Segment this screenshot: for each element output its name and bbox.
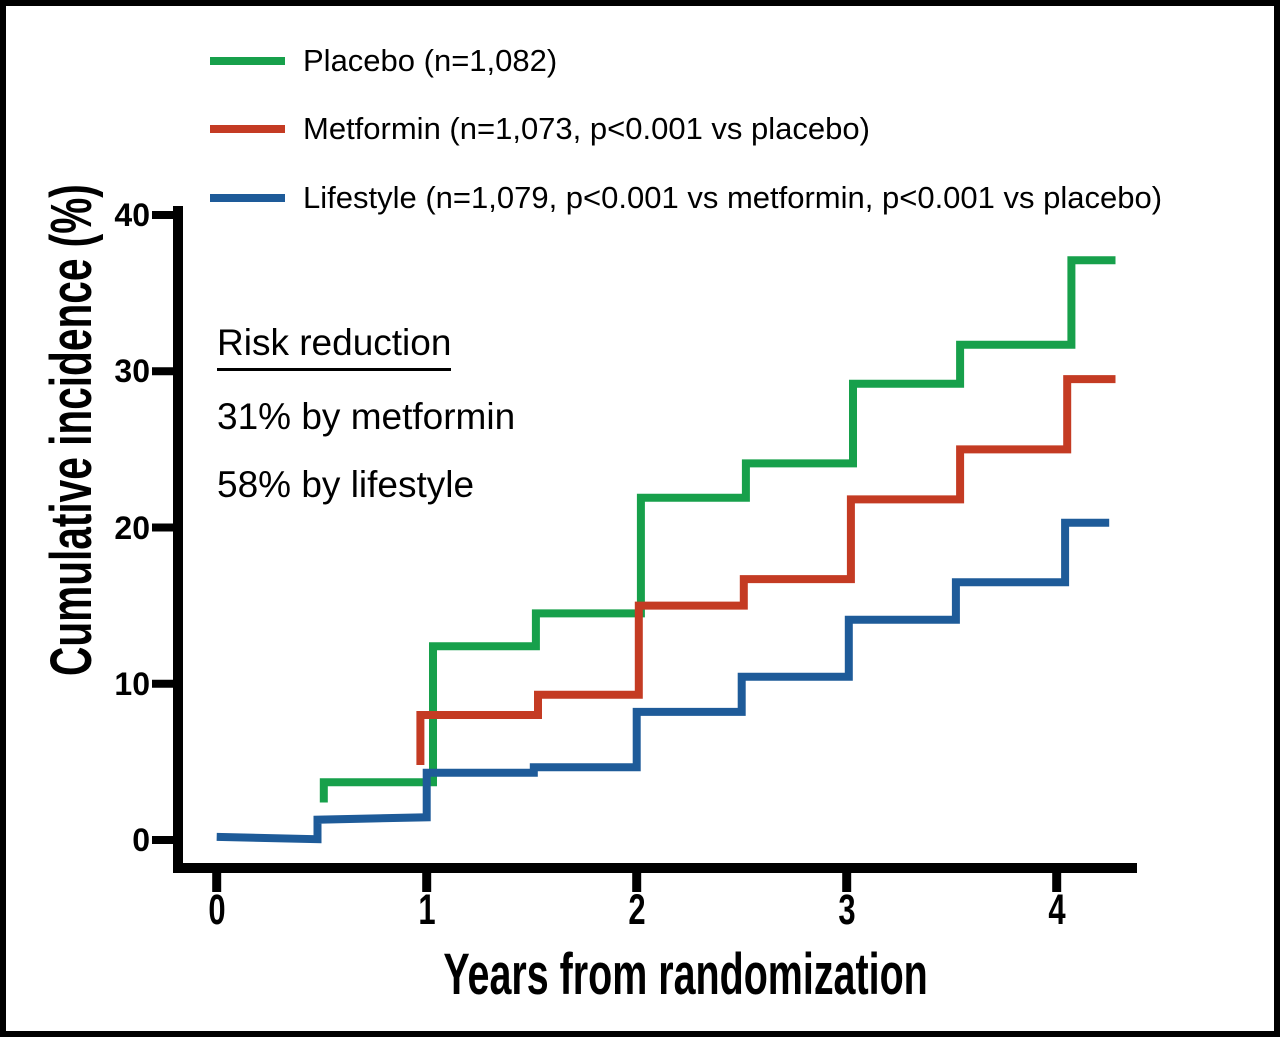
metformin-line-swatch bbox=[210, 125, 285, 133]
risk-reduction-lifestyle-text: 58% by lifestyle bbox=[217, 464, 475, 505]
placebo-curve bbox=[319, 256, 1116, 803]
axes bbox=[152, 206, 1137, 892]
x-axis-title: Years from randomization bbox=[443, 942, 928, 1007]
legend-label-metformin: Metformin (n=1,073, p<0.001 vs placebo) bbox=[303, 111, 870, 146]
y-axis-title: Cumulative incidence (%) bbox=[39, 184, 104, 676]
curves bbox=[216, 256, 1116, 844]
legend-item-lifestyle: Lifestyle (n=1,079, p<0.001 vs metformin… bbox=[210, 180, 1163, 215]
legend-item-placebo: Placebo (n=1,082) bbox=[210, 43, 558, 78]
risk-reduction-metformin-text: 31% by metformin bbox=[217, 396, 516, 437]
risk-reduction-heading: Risk reduction bbox=[217, 322, 452, 371]
legend-item-metformin: Metformin (n=1,073, p<0.001 vs placebo) bbox=[210, 111, 870, 146]
metformin-curve bbox=[416, 375, 1116, 765]
legend-label-lifestyle: Lifestyle (n=1,079, p<0.001 vs metformin… bbox=[303, 180, 1163, 215]
placebo-line-swatch bbox=[210, 57, 285, 65]
legend-label-placebo: Placebo (n=1,082) bbox=[303, 43, 558, 78]
lifestyle-line-swatch bbox=[210, 194, 285, 202]
lifestyle-curve bbox=[216, 518, 1110, 844]
